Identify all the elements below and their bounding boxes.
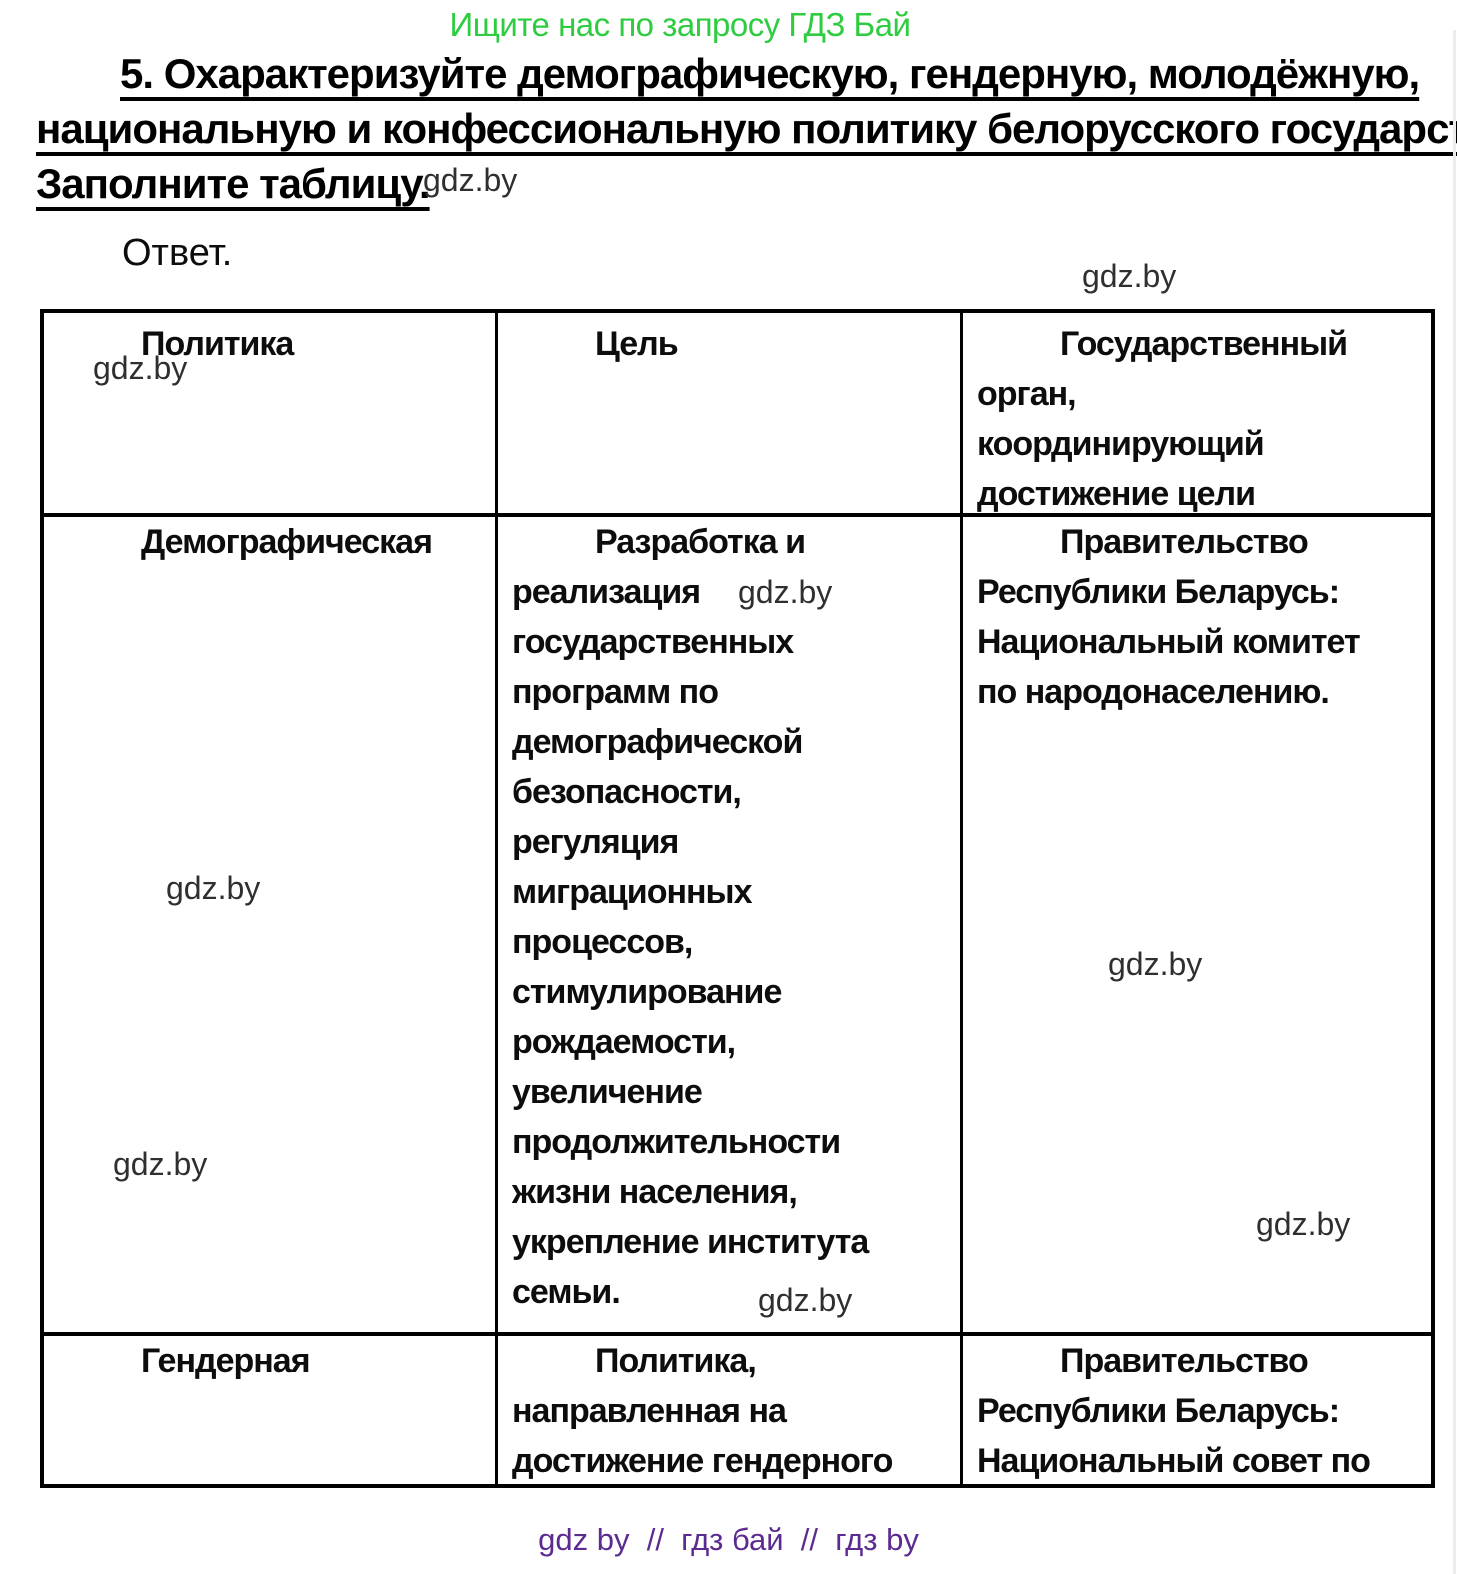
table-cell-policy-demographic: Демографическая: [44, 513, 495, 1332]
cell-line: безопасности,: [512, 773, 742, 811]
cell-line: Политика,: [595, 1342, 757, 1380]
gdz-watermark: gdz.by: [113, 1146, 208, 1182]
cell-line: укрепление института: [512, 1223, 869, 1261]
cell-line: программ по: [512, 673, 719, 711]
task-heading-line: Заполните таблицу.: [36, 160, 431, 207]
cell-line: жизни населения,: [512, 1173, 798, 1211]
cell-line: орган,: [977, 375, 1077, 413]
cell-line: реализация: [512, 573, 701, 611]
table-header-cell-goal: Цель: [495, 313, 960, 513]
cell-line: государственных: [512, 623, 794, 661]
table-cell-goal-gender: Политика, направленная на достижение ген…: [495, 1332, 960, 1484]
cell-line: Демографическая: [141, 523, 433, 561]
gdz-watermark: gdz.by: [1082, 258, 1177, 294]
gdz-watermark: gdz.by: [758, 1282, 853, 1318]
policy-table: Политика Цель Государственный орган, коо…: [40, 309, 1435, 1488]
cell-line: Национальный совет по: [977, 1442, 1371, 1480]
cell-line: Республики Беларусь:: [977, 1392, 1340, 1430]
table-cell-goal-demographic: Разработка и реализация государственных …: [495, 513, 960, 1332]
cell-line: Гендерная: [141, 1342, 311, 1380]
cell-line: семьи.: [512, 1273, 621, 1311]
cell-line: Правительство: [1060, 523, 1309, 561]
cell-line: Цель: [595, 325, 679, 363]
cell-line: стимулирование: [512, 973, 782, 1011]
page-edge-line: [1453, 30, 1456, 1574]
cell-line: Правительство: [1060, 1342, 1309, 1380]
gdz-watermark: gdz.by: [1256, 1206, 1351, 1242]
table-cell-organ-gender: Правительство Республики Беларусь: Нацио…: [960, 1332, 1431, 1484]
cell-line: Политика: [141, 325, 294, 363]
cell-line: процессов,: [512, 923, 693, 961]
table-cell-policy-gender: Гендерная: [44, 1332, 495, 1484]
cell-line: достижение цели: [977, 475, 1256, 513]
cell-line: рождаемости,: [512, 1023, 736, 1061]
cell-line: миграционных: [512, 873, 752, 911]
cell-line: Государственный: [1060, 325, 1348, 363]
gdz-watermark: gdz.by: [738, 574, 833, 610]
cell-line: демографической: [512, 723, 803, 761]
gdz-watermark: gdz.by: [1108, 946, 1203, 982]
cell-line: по народонаселению.: [977, 673, 1330, 711]
cell-line: направленная на: [512, 1392, 787, 1430]
footer-credits: gdz by // гдз бай // гдз by: [538, 1522, 919, 1557]
cell-line: регуляция: [512, 823, 679, 861]
cell-line: Разработка и: [595, 523, 806, 561]
task-heading: 5. Охарактеризуйте демографическую, генд…: [36, 46, 1457, 211]
cell-line: Национальный комитет: [977, 623, 1361, 661]
cell-line: увеличение: [512, 1073, 703, 1111]
cell-line: продолжительности: [512, 1123, 841, 1161]
table-cell-organ-demographic: Правительство Республики Беларусь: Нацио…: [960, 513, 1431, 1332]
table-header-cell-policy: Политика: [44, 313, 495, 513]
answer-label: Ответ.: [122, 232, 233, 274]
gdz-watermark: gdz.by: [93, 350, 188, 386]
cell-line: Республики Беларусь:: [977, 573, 1340, 611]
task-heading-line: 5. Охарактеризуйте демографическую, генд…: [120, 50, 1420, 97]
cell-line: достижение гендерного: [512, 1442, 893, 1480]
gdz-watermark: gdz.by: [166, 870, 261, 906]
gdz-watermark: gdz.by: [423, 162, 518, 198]
cell-line: координирующий: [977, 425, 1265, 463]
promo-banner: Ищите нас по запросу ГДЗ Бай: [449, 6, 912, 43]
task-heading-line: национальную и конфессиональную политику…: [36, 105, 1457, 152]
table-header-cell-organ: Государственный орган, координирующий до…: [960, 313, 1431, 513]
